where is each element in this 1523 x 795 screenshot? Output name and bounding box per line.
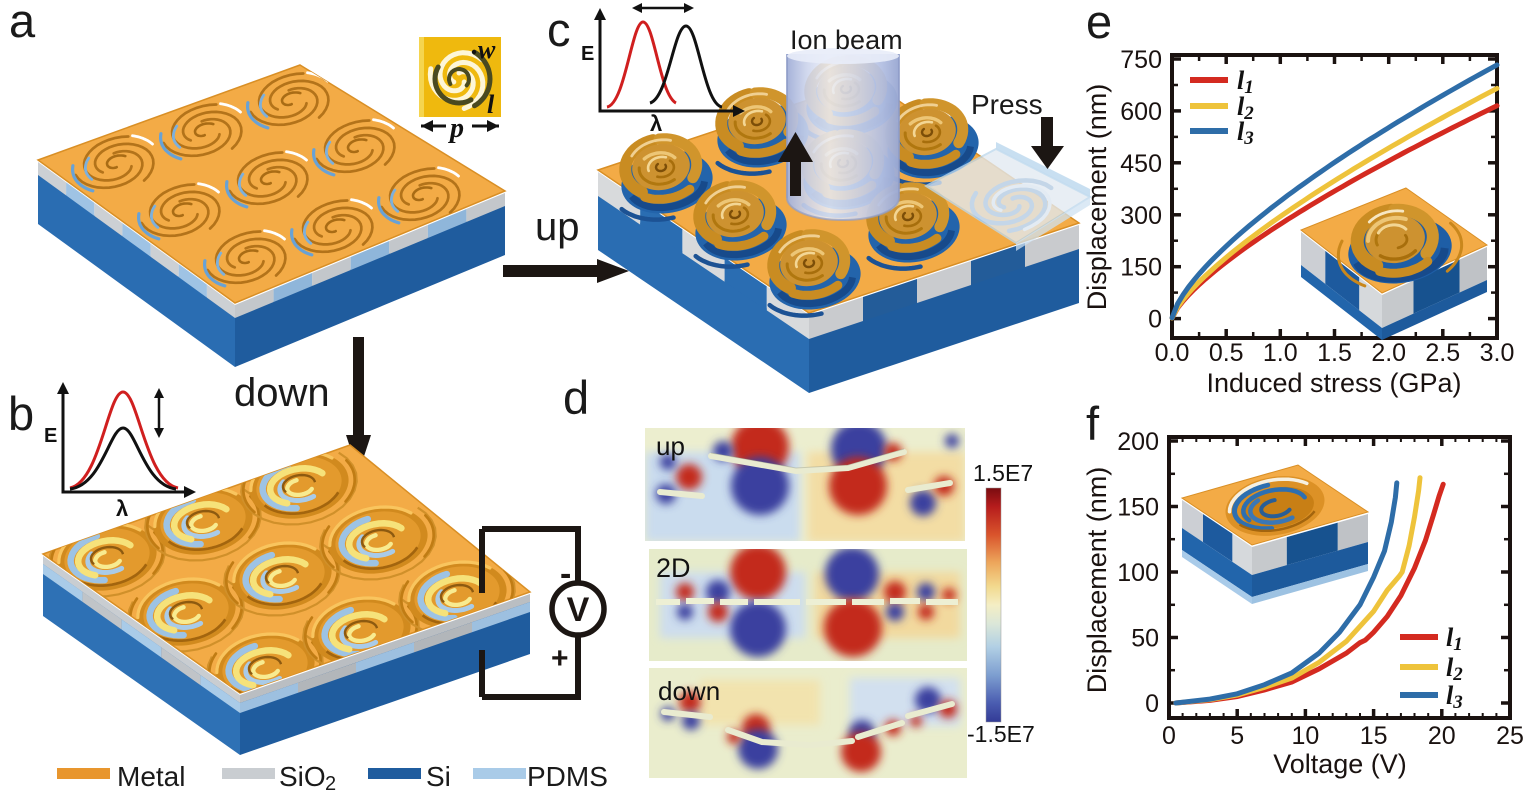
svg-text:down: down <box>658 676 720 706</box>
svg-text:Displacement (nm): Displacement (nm) <box>1082 84 1112 311</box>
svg-text:150: 150 <box>1120 254 1162 282</box>
svg-text:20: 20 <box>1428 722 1456 750</box>
svg-text:750: 750 <box>1120 46 1162 74</box>
svg-text:2.0: 2.0 <box>1371 339 1406 367</box>
svg-text:PDMS: PDMS <box>527 761 608 792</box>
svg-text:l: l <box>487 90 495 119</box>
svg-text:1.0: 1.0 <box>1263 339 1298 367</box>
svg-text:λ: λ <box>116 496 128 521</box>
svg-text:1.5: 1.5 <box>1317 339 1352 367</box>
svg-text:0: 0 <box>1148 306 1162 334</box>
svg-text:w: w <box>478 35 496 64</box>
svg-text:+: + <box>551 642 569 675</box>
svg-text:100: 100 <box>1117 559 1159 587</box>
svg-text:up: up <box>535 205 580 249</box>
svg-text:600: 600 <box>1120 98 1162 126</box>
svg-text:e: e <box>1086 0 1112 48</box>
svg-text:E: E <box>44 425 57 447</box>
svg-text:Metal: Metal <box>117 761 185 792</box>
svg-text:Si: Si <box>426 761 451 792</box>
svg-text:3.0: 3.0 <box>1480 339 1515 367</box>
svg-text:10: 10 <box>1291 722 1319 750</box>
svg-text:b: b <box>8 387 34 440</box>
svg-text:Displacement (nm): Displacement (nm) <box>1082 467 1112 694</box>
svg-text:300: 300 <box>1120 202 1162 230</box>
svg-text:d: d <box>563 371 589 424</box>
svg-text:5: 5 <box>1230 722 1244 750</box>
svg-text:up: up <box>656 431 685 461</box>
svg-text:0: 0 <box>1162 722 1176 750</box>
svg-text:1.5E7: 1.5E7 <box>973 460 1033 486</box>
svg-text:2.5: 2.5 <box>1425 339 1460 367</box>
svg-text:25: 25 <box>1496 722 1523 750</box>
svg-text:-: - <box>560 555 571 593</box>
svg-text:down: down <box>234 371 330 415</box>
svg-text:E: E <box>581 43 594 65</box>
svg-text:50: 50 <box>1131 625 1159 653</box>
svg-text:c: c <box>547 3 571 56</box>
svg-text:V: V <box>567 591 590 629</box>
svg-text:-1.5E7: -1.5E7 <box>967 721 1035 747</box>
svg-text:Voltage (V): Voltage (V) <box>1273 749 1407 779</box>
svg-text:f: f <box>1086 397 1100 450</box>
svg-text:2: 2 <box>325 773 336 795</box>
svg-text:2D: 2D <box>656 553 691 583</box>
svg-text:a: a <box>9 0 36 47</box>
svg-text:0.0: 0.0 <box>1155 339 1190 367</box>
svg-text:Ion beam: Ion beam <box>790 25 903 55</box>
svg-text:450: 450 <box>1120 150 1162 178</box>
svg-text:0: 0 <box>1145 690 1159 718</box>
svg-text:λ: λ <box>650 111 662 136</box>
svg-text:Press: Press <box>971 89 1043 120</box>
svg-text:SiO: SiO <box>279 761 326 792</box>
svg-text:15: 15 <box>1360 722 1388 750</box>
svg-text:Induced stress (GPa): Induced stress (GPa) <box>1206 368 1461 398</box>
svg-text:0.5: 0.5 <box>1209 339 1244 367</box>
svg-text:200: 200 <box>1117 428 1159 456</box>
svg-text:150: 150 <box>1117 494 1159 522</box>
svg-text:p: p <box>448 113 464 144</box>
